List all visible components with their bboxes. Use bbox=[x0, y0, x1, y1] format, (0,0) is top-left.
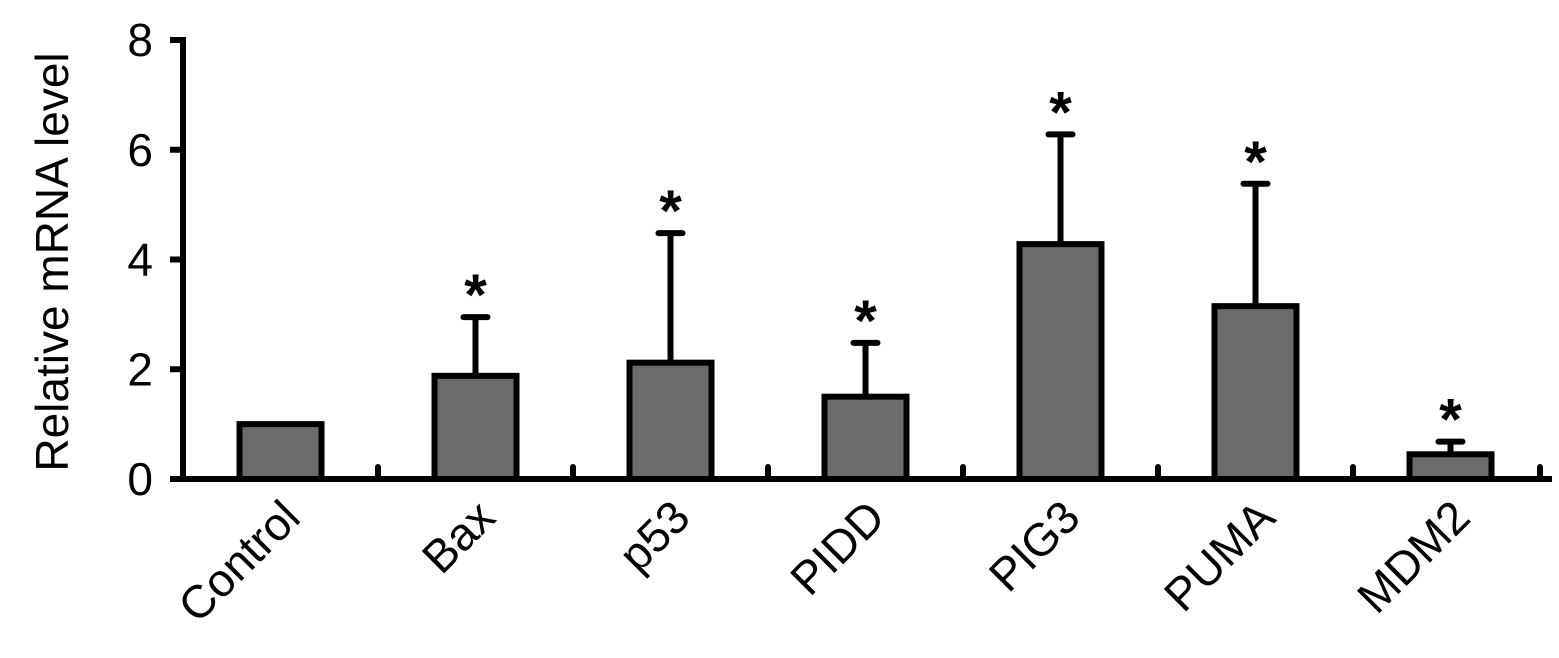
significance-star-5: * bbox=[1244, 130, 1267, 195]
bar-bax bbox=[431, 372, 520, 482]
significance-star-3: * bbox=[854, 289, 877, 354]
significance-star-4: * bbox=[1049, 80, 1072, 145]
bar-control bbox=[236, 421, 325, 482]
y-tick-label-0: 0 bbox=[127, 453, 153, 505]
axes-layer bbox=[170, 37, 1552, 482]
bar-pig3 bbox=[1016, 241, 1105, 482]
y-tick-label-8: 8 bbox=[127, 14, 153, 66]
x-tick-label-p53: p53 bbox=[609, 490, 700, 581]
x-tick-label-bax: Bax bbox=[412, 490, 505, 583]
significance-star-2: * bbox=[659, 179, 682, 244]
x-tick-label-puma: PUMA bbox=[1154, 490, 1285, 621]
significance-star-6: * bbox=[1439, 388, 1462, 453]
bar-pidd bbox=[821, 393, 910, 482]
bars-layer bbox=[236, 131, 1495, 483]
bar-puma bbox=[1211, 303, 1300, 482]
x-tick-label-pig3: PIG3 bbox=[979, 490, 1090, 601]
x-tick-label-control: Control bbox=[168, 490, 310, 632]
x-tick-label-pidd: PIDD bbox=[780, 490, 894, 604]
significance-star-1: * bbox=[464, 263, 487, 328]
bar-p53 bbox=[626, 359, 715, 483]
y-tick-label-2: 2 bbox=[127, 343, 153, 395]
x-tick-label-mdm2: MDM2 bbox=[1347, 490, 1480, 623]
bar-mdm2 bbox=[1406, 451, 1495, 482]
y-tick-label-4: 4 bbox=[127, 234, 153, 286]
y-axis-title: Relative mRNA level bbox=[26, 52, 78, 471]
y-tick-label-6: 6 bbox=[127, 124, 153, 176]
